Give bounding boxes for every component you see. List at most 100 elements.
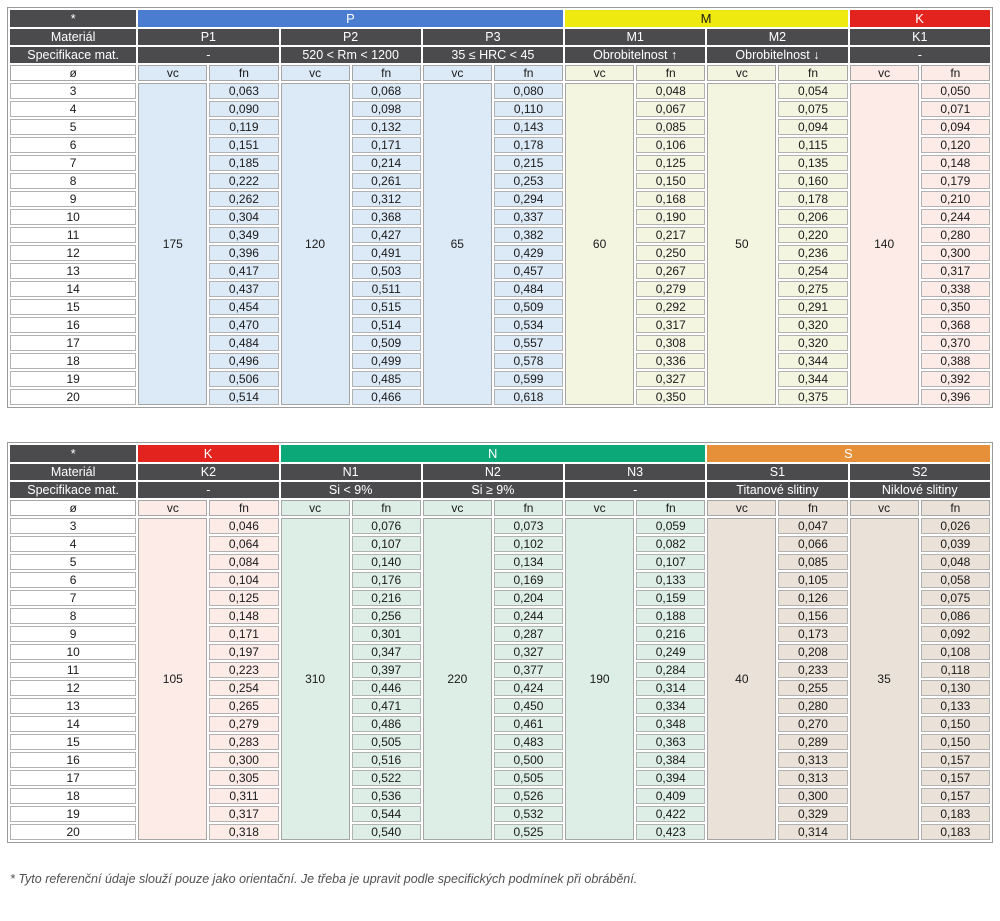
data-row: 8 0,222 0,261 0,253 0,150 0,160 0,179 (10, 173, 990, 189)
vc-header-s2: vc (849, 500, 919, 516)
fn-value-k1: 0,244 (920, 209, 990, 225)
spec-header-s2: Niklové slitiny (849, 482, 990, 498)
fn-value-p1: 0,185 (209, 155, 279, 171)
fn-value-k1: 0,148 (920, 155, 990, 171)
spec-header-p3: 35 ≤ HRC < 45 (422, 47, 564, 63)
material-header-s1: S1 (707, 464, 848, 480)
fn-value-p1: 0,484 (209, 335, 279, 351)
fn-header-p3: fn (493, 65, 564, 81)
fn-value-k2: 0,279 (209, 716, 279, 732)
data-row: 15 0,283 0,505 0,483 0,363 0,289 0,150 (10, 734, 990, 750)
fn-value-p3: 0,509 (493, 299, 564, 315)
fn-value-k1: 0,317 (920, 263, 990, 279)
fn-value-n2: 0,483 (493, 734, 564, 750)
data-row: 4 0,090 0,098 0,110 0,067 0,075 0,071 (10, 101, 990, 117)
fn-value-k2: 0,305 (209, 770, 279, 786)
fn-value-n2: 0,134 (493, 554, 564, 570)
data-row: 20 0,318 0,540 0,525 0,423 0,314 0,183 (10, 824, 990, 840)
fn-value-p2: 0,132 (351, 119, 421, 135)
data-row: 7 0,125 0,216 0,204 0,159 0,126 0,075 (10, 590, 990, 606)
data-row: 19 0,506 0,485 0,599 0,327 0,344 0,392 (10, 371, 990, 387)
fn-value-p2: 0,466 (351, 389, 421, 405)
diameter-cell: 3 (10, 83, 137, 99)
fn-value-k2: 0,223 (209, 662, 279, 678)
fn-value-s2: 0,086 (920, 608, 990, 624)
fn-value-m2: 0,291 (778, 299, 848, 315)
fn-value-m2: 0,054 (778, 83, 848, 99)
fn-value-m2: 0,178 (778, 191, 848, 207)
fn-value-p2: 0,515 (351, 299, 421, 315)
data-row: 17 0,305 0,522 0,505 0,394 0,313 0,157 (10, 770, 990, 786)
fn-value-p2: 0,514 (351, 317, 421, 333)
fn-value-n2: 0,500 (493, 752, 564, 768)
diameter-cell: 11 (10, 662, 137, 678)
data-row: 9 0,262 0,312 0,294 0,168 0,178 0,210 (10, 191, 990, 207)
fn-value-k2: 0,104 (209, 572, 279, 588)
diameter-cell: 14 (10, 716, 137, 732)
cutting-table-1: * P M K Materiál P1 P2 P3 M1 M2 K1 Specifikace mat.… (7, 7, 993, 408)
fn-value-n1: 0,301 (351, 626, 421, 642)
fn-value-p1: 0,470 (209, 317, 279, 333)
diameter-cell: 19 (10, 806, 137, 822)
diameter-cell: 4 (10, 101, 137, 117)
fn-value-p1: 0,090 (209, 101, 279, 117)
fn-value-p3: 0,143 (493, 119, 564, 135)
fn-value-s1: 0,329 (778, 806, 848, 822)
fn-value-p1: 0,119 (209, 119, 279, 135)
data-row: 4 0,064 0,107 0,102 0,082 0,066 0,039 (10, 536, 990, 552)
data-row: 18 0,311 0,536 0,526 0,409 0,300 0,157 (10, 788, 990, 804)
fn-header-m2: fn (778, 65, 848, 81)
fn-value-p3: 0,457 (493, 263, 564, 279)
fn-value-m1: 0,106 (636, 137, 706, 153)
fn-value-p3: 0,578 (493, 353, 564, 369)
vc-header-n2: vc (422, 500, 492, 516)
subheader-row: ø vc fn vc fn vc fn vc fn vc fn vc fn (10, 65, 990, 81)
fn-header-p2: fn (351, 65, 421, 81)
group-header-s: S (707, 445, 990, 462)
fn-value-n3: 0,422 (636, 806, 706, 822)
material-row: Materiál K2 N1 N2 N3 S1 S2 (10, 464, 990, 480)
data-row: 10 0,304 0,368 0,337 0,190 0,206 0,244 (10, 209, 990, 225)
fn-value-p3: 0,110 (493, 101, 564, 117)
diameter-cell: 11 (10, 227, 137, 243)
cutting-parameter-tables: * P M K Materiál P1 P2 P3 M1 M2 K1 Specifikace mat.… (7, 7, 993, 843)
fn-value-p2: 0,491 (351, 245, 421, 261)
vc-header-k2: vc (138, 500, 208, 516)
diameter-cell: 16 (10, 752, 137, 768)
fn-value-n2: 0,204 (493, 590, 564, 606)
fn-value-s1: 0,105 (778, 572, 848, 588)
subheader-row: ø vc fn vc fn vc fn vc fn vc fn vc fn (10, 500, 990, 516)
fn-header-s2: fn (920, 500, 990, 516)
fn-value-n1: 0,446 (351, 680, 421, 696)
fn-value-n1: 0,107 (351, 536, 421, 552)
vc-value-n3: 190 (565, 518, 635, 840)
spec-header-m1: Obrobitelnost ↑ (565, 47, 706, 63)
fn-value-n3: 0,314 (636, 680, 706, 696)
fn-value-n3: 0,188 (636, 608, 706, 624)
fn-header-n2: fn (493, 500, 564, 516)
data-row: 12 0,254 0,446 0,424 0,314 0,255 0,130 (10, 680, 990, 696)
material-row: Materiál P1 P2 P3 M1 M2 K1 (10, 29, 990, 45)
diameter-cell: 16 (10, 317, 137, 333)
fn-value-p3: 0,618 (493, 389, 564, 405)
fn-value-p1: 0,496 (209, 353, 279, 369)
diameter-header: ø (10, 500, 137, 516)
vc-header-n3: vc (565, 500, 635, 516)
fn-value-n2: 0,450 (493, 698, 564, 714)
fn-value-k2: 0,197 (209, 644, 279, 660)
vc-value-k1: 140 (849, 83, 919, 405)
data-row: 5 0,084 0,140 0,134 0,107 0,085 0,048 (10, 554, 990, 570)
fn-value-m2: 0,375 (778, 389, 848, 405)
material-header-n2: N2 (422, 464, 564, 480)
vc-value-p2: 120 (280, 83, 350, 405)
cutting-table-2: * K N S Materiál K2 N1 N2 N3 S1 S2 Specifikace mat.… (7, 442, 993, 843)
fn-value-n3: 0,384 (636, 752, 706, 768)
data-row: 7 0,185 0,214 0,215 0,125 0,135 0,148 (10, 155, 990, 171)
material-row-label: Materiál (10, 29, 137, 45)
fn-value-p2: 0,068 (351, 83, 421, 99)
fn-value-n2: 0,505 (493, 770, 564, 786)
fn-value-n2: 0,377 (493, 662, 564, 678)
fn-header-n1: fn (351, 500, 421, 516)
fn-value-p2: 0,499 (351, 353, 421, 369)
fn-value-k1: 0,388 (920, 353, 990, 369)
